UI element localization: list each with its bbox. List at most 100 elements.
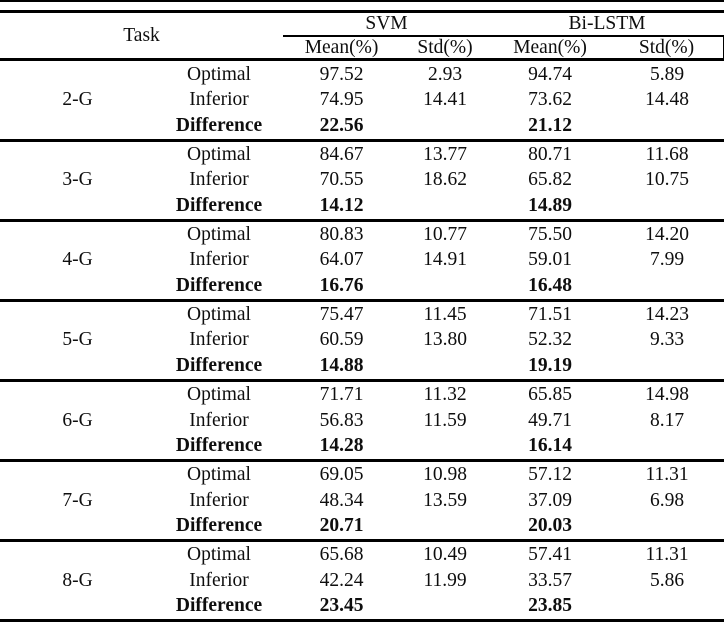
svm-std-cell: 13.80: [423, 329, 467, 351]
svm-std-cell: 11.32: [423, 383, 467, 405]
table-header: Task SVM Bi-LSTM Mean(%) Std(%) Mean(%) …: [0, 13, 724, 62]
header-svm: SVM: [283, 13, 491, 37]
svm-std-cell: 10.49: [423, 543, 467, 565]
table-row: Inferior 56.83 11.59 49.71 8.17: [0, 407, 724, 433]
task-group-8-g: 8-G Optimal 65.68 10.49 57.41 11.31 Inferior 42…: [0, 540, 724, 621]
bilstm-mean-cell: 16.14: [528, 435, 572, 457]
svm-std-cell: 2.93: [427, 63, 463, 85]
svm-std-cell: 11.99: [423, 569, 467, 591]
table-row: Difference 14.88 19.19: [0, 353, 724, 380]
bilstm-mean-cell: 49.71: [528, 409, 572, 431]
bilstm-std-cell: 8.17: [649, 409, 685, 431]
bilstm-mean-cell: 65.82: [528, 169, 572, 191]
table-row: 3-G Optimal 84.67 13.77 80.71 11.68: [0, 140, 724, 191]
task-label: 8-G: [62, 569, 93, 591]
condition-label: Inferior: [189, 249, 249, 271]
bilstm-mean-cell: 37.09: [528, 489, 572, 511]
svm-mean-cell: 16.76: [319, 275, 364, 297]
bilstm-std-cell: [610, 353, 724, 380]
bilstm-std-cell: 14.23: [645, 303, 689, 325]
header-bilstm-std: Std(%): [610, 36, 724, 62]
bilstm-std-cell: 6.98: [649, 489, 685, 511]
bilstm-mean-cell: 52.32: [528, 329, 572, 351]
svm-std-cell: 14.41: [423, 89, 467, 111]
svm-mean-cell: 80.83: [319, 223, 364, 245]
svm-mean-cell: 74.95: [319, 89, 364, 111]
svm-mean-cell: 97.52: [319, 63, 364, 85]
task-group-6-g: 6-G Optimal 71.71 11.32 65.85 14.98 Inferior 56…: [0, 380, 724, 461]
bilstm-mean-cell: 20.03: [528, 515, 572, 537]
svm-mean-cell: 14.28: [319, 435, 364, 457]
condition-label: Difference: [175, 435, 263, 457]
table-row: Inferior 64.07 14.91 59.01 7.99: [0, 247, 724, 273]
svm-std-cell: 10.98: [423, 463, 467, 485]
svm-std-cell: [400, 193, 490, 220]
top-rule: [0, 10, 724, 13]
task-label: 5-G: [62, 329, 93, 351]
bilstm-mean-cell: 57.12: [528, 463, 572, 485]
svm-mean-cell: 22.56: [319, 114, 364, 136]
svm-mean-cell: 71.71: [319, 383, 364, 405]
bilstm-std-cell: 11.31: [645, 463, 689, 485]
condition-label: Difference: [175, 595, 263, 617]
task-label: 3-G: [62, 169, 93, 191]
table-row: 7-G Optimal 69.05 10.98 57.12 11.31: [0, 460, 724, 511]
svm-std-cell: [400, 593, 490, 620]
condition-label: Difference: [175, 355, 263, 377]
bilstm-std-cell: 14.98: [645, 383, 689, 405]
svm-std-cell: [400, 353, 490, 380]
table-row: Difference 23.45 23.85: [0, 593, 724, 620]
header-svm-std: Std(%): [400, 36, 491, 62]
bilstm-mean-cell: 75.50: [528, 223, 572, 245]
table-row: Difference 20.71 20.03: [0, 513, 724, 540]
task-group-3-g: 3-G Optimal 84.67 13.77 80.71 11.68 Inferior 70…: [0, 140, 724, 221]
svm-std-cell: 13.59: [423, 489, 467, 511]
condition-label: Inferior: [189, 489, 249, 511]
condition-label: Optimal: [187, 543, 251, 565]
table-row: Difference 14.28 16.14: [0, 433, 724, 460]
bilstm-mean-cell: 94.74: [528, 63, 572, 85]
task-label: 6-G: [62, 409, 93, 431]
header-bilstm-mean: Mean(%): [490, 36, 611, 62]
condition-label: Optimal: [187, 143, 251, 165]
bilstm-mean-cell: 65.85: [528, 383, 572, 405]
task-group-7-g: 7-G Optimal 69.05 10.98 57.12 11.31 Inferior 48…: [0, 460, 724, 541]
table-row: Inferior 60.59 13.80 52.32 9.33: [0, 327, 724, 353]
svm-mean-cell: 75.47: [319, 303, 364, 325]
table-row: Inferior 42.24 11.99 33.57 5.86: [0, 568, 724, 594]
svm-mean-cell: 56.83: [319, 409, 364, 431]
condition-label: Difference: [175, 275, 263, 297]
svm-mean-cell: 69.05: [319, 463, 364, 485]
bilstm-std-cell: [610, 193, 724, 220]
header-row-groups: Task SVM Bi-LSTM: [0, 13, 724, 62]
bilstm-mean-cell: 23.85: [528, 595, 572, 617]
svm-mean-cell: 20.71: [319, 515, 364, 537]
header-svm-mean: Mean(%): [283, 36, 401, 62]
top-outer-rule: [0, 0, 724, 2]
task-group-2-g: 2-G Optimal 97.52 2.93 94.74 5.89 Inferior 74.9…: [0, 60, 724, 140]
svm-mean-cell: 70.55: [319, 169, 364, 191]
task-group-4-g: 4-G Optimal 80.83 10.77 75.50 14.20 Inferior 64…: [0, 220, 724, 301]
condition-label: Inferior: [189, 409, 249, 431]
bilstm-mean-cell: 33.57: [528, 569, 572, 591]
condition-label: Inferior: [189, 569, 249, 591]
table-row: 6-G Optimal 71.71 11.32 65.85 14.98: [0, 380, 724, 431]
bilstm-std-cell: [610, 593, 724, 620]
svm-mean-cell: 65.68: [319, 543, 364, 565]
svm-std-cell: 11.59: [423, 409, 467, 431]
svm-mean-cell: 48.34: [319, 489, 364, 511]
bilstm-std-cell: 5.86: [649, 569, 685, 591]
svm-std-cell: 14.91: [423, 249, 467, 271]
condition-label: Inferior: [189, 169, 249, 191]
condition-label: Optimal: [187, 223, 251, 245]
condition-label: Difference: [175, 114, 263, 136]
svm-std-cell: 18.62: [423, 169, 467, 191]
condition-label: Optimal: [187, 63, 251, 85]
header-task: Task: [0, 13, 284, 62]
bilstm-std-cell: 10.75: [645, 169, 689, 191]
table-row: Inferior 48.34 13.59 37.09 6.98: [0, 487, 724, 513]
table-row: Difference 16.76 16.48: [0, 273, 724, 300]
bilstm-std-cell: 7.99: [649, 249, 685, 271]
task-label: 2-G: [62, 89, 93, 111]
table-row: 2-G Optimal 97.52 2.93 94.74 5.89: [0, 60, 724, 111]
